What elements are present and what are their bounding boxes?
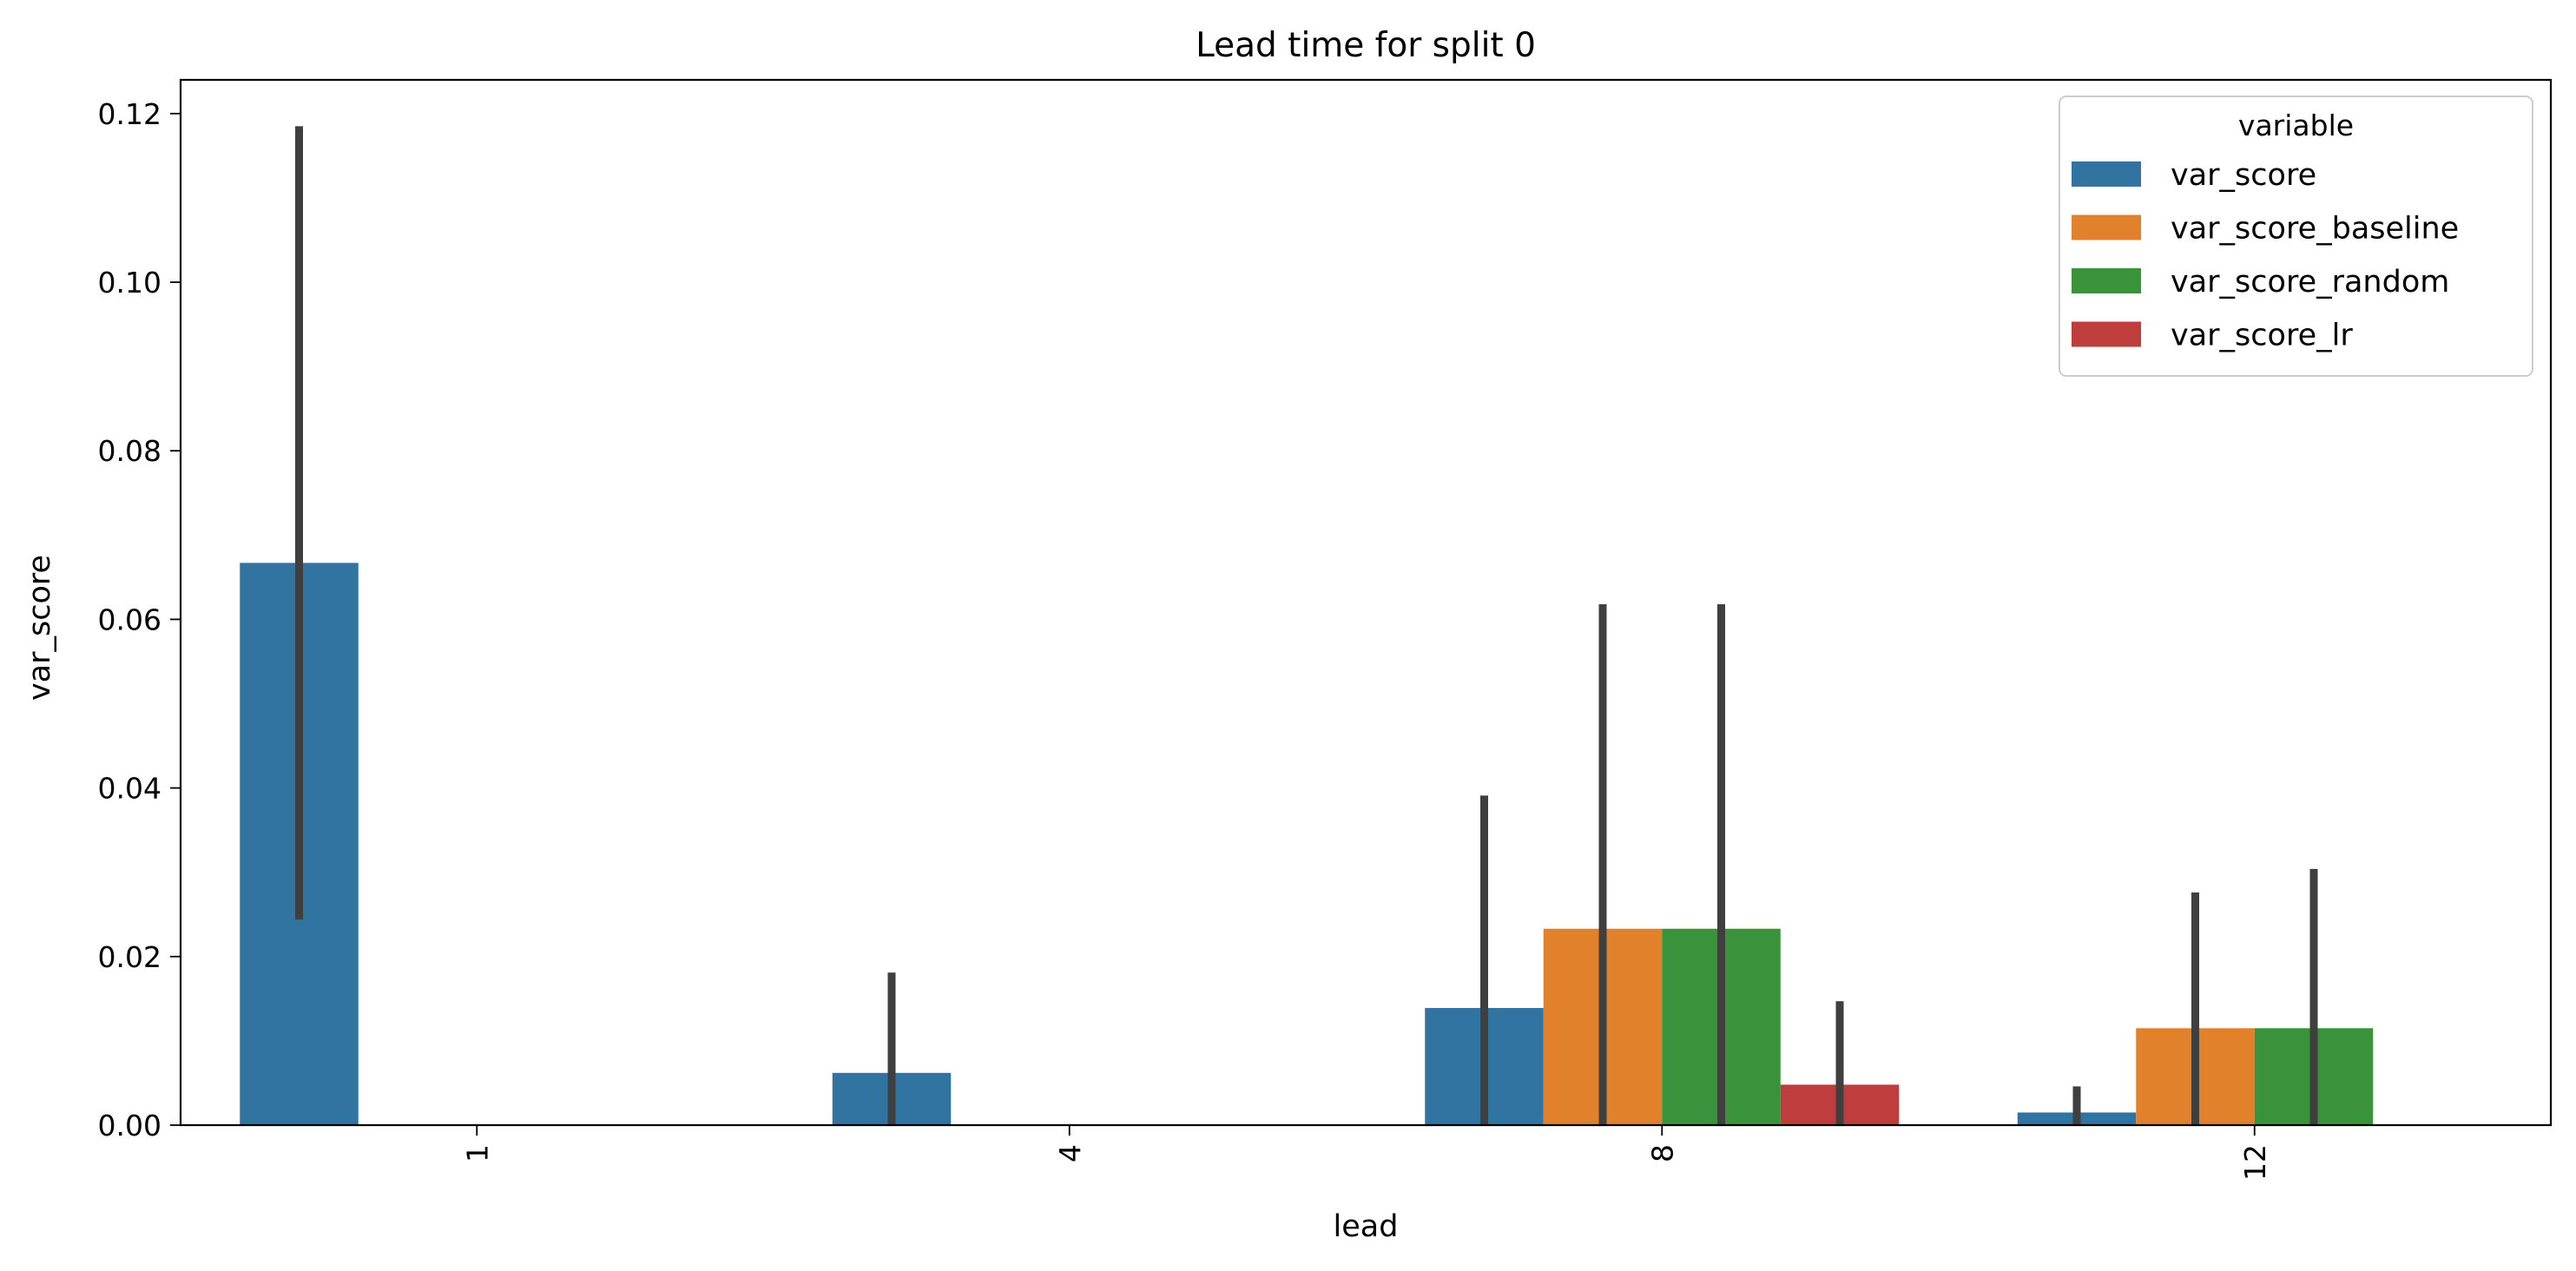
chart-title: Lead time for split 0 [1196, 26, 1536, 65]
y-tick-label: 0.02 [98, 940, 161, 974]
legend-swatch-var-score-baseline [2072, 214, 2141, 240]
y-tick-label: 0.08 [98, 434, 161, 468]
plot-area: 0.00 0.02 0.04 0.06 0.08 0.10 0.12 1 4 8 12 [98, 78, 2553, 1181]
x-tick-label: 8 [1645, 1144, 1679, 1162]
x-axis-label: lead [1334, 1209, 1399, 1244]
legend-frame [2059, 95, 2533, 377]
x-tick-label: 4 [1053, 1144, 1087, 1162]
legend-swatch-var-score-lr [2072, 321, 2141, 347]
y-tick-label: 0.12 [98, 97, 161, 131]
legend-title: variable [2238, 109, 2354, 142]
y-tick-label: 0.00 [98, 1109, 161, 1143]
legend-label-var-score-random: var_score_random [2171, 265, 2449, 300]
y-tick-label: 0.10 [98, 266, 161, 300]
legend-swatch-var-score [2072, 161, 2141, 187]
legend-label-var-score-lr: var_score_lr [2171, 319, 2353, 353]
y-tick-label: 0.04 [98, 772, 161, 806]
y-tick-label: 0.06 [98, 603, 161, 636]
axes-frame [179, 78, 2553, 1127]
legend-label-var-score-baseline: var_score_baseline [2171, 212, 2459, 247]
legend-swatch-var-score-random [2072, 268, 2141, 293]
legend-label-var-score: var_score [2171, 158, 2316, 193]
x-tick-label: 1 [460, 1144, 494, 1162]
legend: variable var_score var_score_baseline var_s… [2059, 95, 2533, 377]
x-tick-label: 12 [2238, 1144, 2272, 1181]
y-axis-label: var_score [23, 555, 57, 701]
